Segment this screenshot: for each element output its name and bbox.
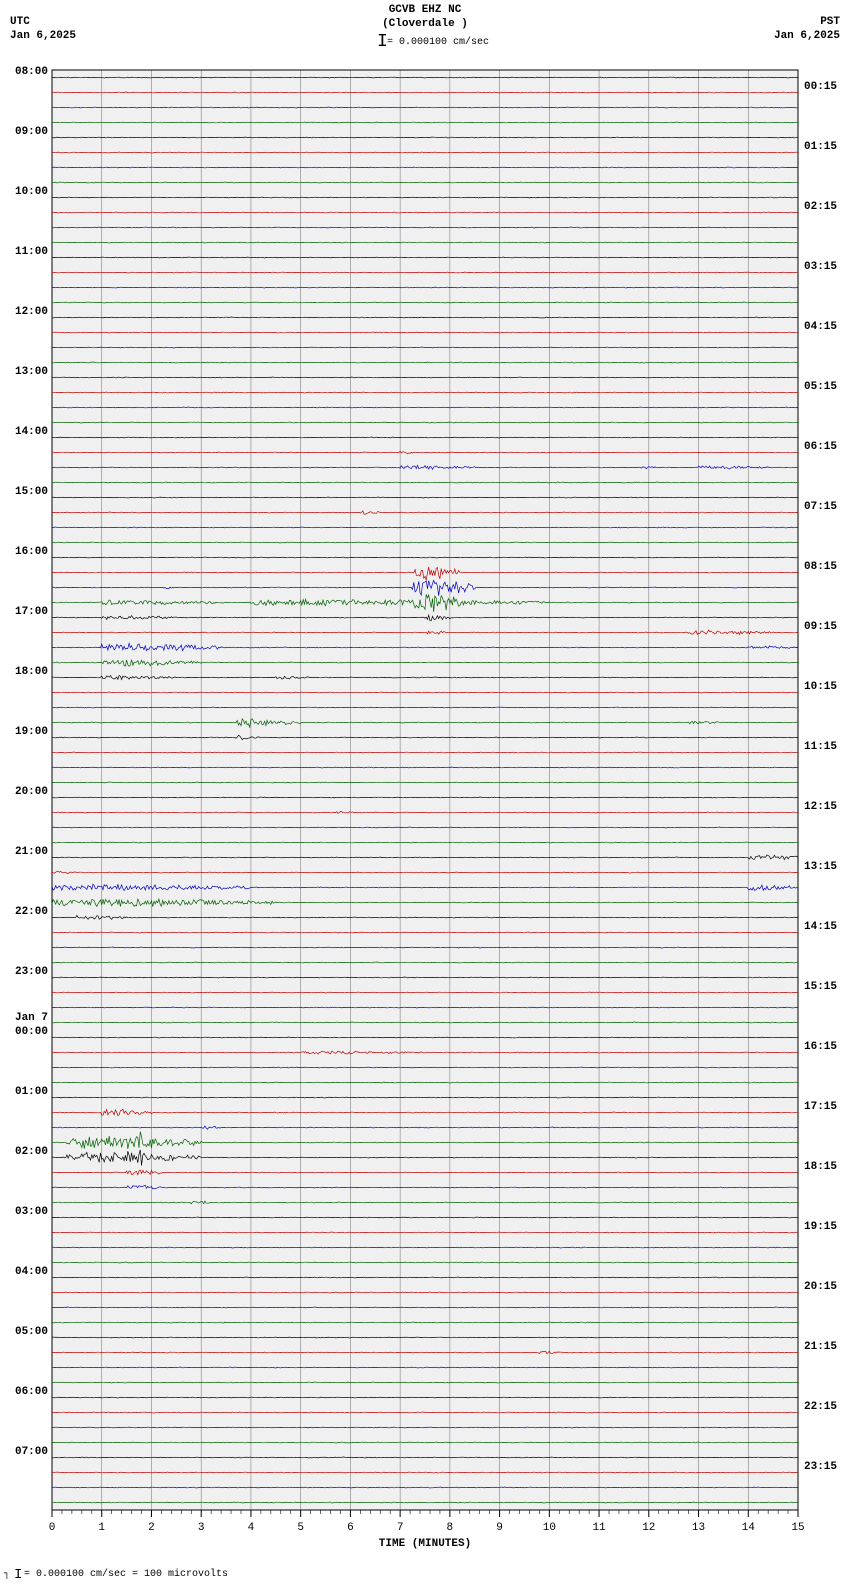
svg-text:20:15: 20:15 xyxy=(804,1281,837,1293)
svg-text:17:00: 17:00 xyxy=(15,606,48,618)
svg-text:17:15: 17:15 xyxy=(804,1101,837,1113)
svg-text:10: 10 xyxy=(543,1522,556,1534)
svg-text:11:00: 11:00 xyxy=(15,246,48,258)
svg-text:15: 15 xyxy=(791,1522,804,1534)
svg-text:7: 7 xyxy=(397,1522,404,1534)
seismogram-container: GCVB EHZ NC(Cloverdale )I= 0.000100 cm/s… xyxy=(0,0,850,1584)
svg-text:11: 11 xyxy=(592,1522,606,1534)
svg-text:23:15: 23:15 xyxy=(804,1461,837,1473)
svg-text:12:00: 12:00 xyxy=(15,306,48,318)
svg-text:22:15: 22:15 xyxy=(804,1401,837,1413)
svg-text:Jan 7: Jan 7 xyxy=(15,1012,48,1024)
svg-text:2: 2 xyxy=(148,1522,155,1534)
svg-text:01:15: 01:15 xyxy=(804,141,837,153)
svg-text:┐: ┐ xyxy=(4,1569,10,1580)
svg-text:9: 9 xyxy=(496,1522,503,1534)
svg-text:21:00: 21:00 xyxy=(15,846,48,858)
svg-text:14: 14 xyxy=(742,1522,756,1534)
svg-text:05:15: 05:15 xyxy=(804,381,837,393)
svg-text:14:15: 14:15 xyxy=(804,921,837,933)
svg-text:06:00: 06:00 xyxy=(15,1386,48,1398)
svg-text:13: 13 xyxy=(692,1522,705,1534)
svg-text:10:00: 10:00 xyxy=(15,186,48,198)
svg-text:8: 8 xyxy=(447,1522,454,1534)
svg-text:4: 4 xyxy=(248,1522,255,1534)
svg-text:= 0.000100 cm/sec: = 0.000100 cm/sec xyxy=(387,36,489,48)
svg-text:13:00: 13:00 xyxy=(15,366,48,378)
svg-text:PST: PST xyxy=(820,16,840,28)
svg-text:08:00: 08:00 xyxy=(15,66,48,78)
svg-text:6: 6 xyxy=(347,1522,354,1534)
svg-text:15:15: 15:15 xyxy=(804,981,837,993)
svg-text:22:00: 22:00 xyxy=(15,906,48,918)
svg-text:23:00: 23:00 xyxy=(15,966,48,978)
svg-text:1: 1 xyxy=(98,1522,105,1534)
svg-text:09:15: 09:15 xyxy=(804,621,837,633)
svg-text:16:00: 16:00 xyxy=(15,546,48,558)
svg-text:19:15: 19:15 xyxy=(804,1221,837,1233)
svg-text:21:15: 21:15 xyxy=(804,1341,837,1353)
svg-text:Jan 6,2025: Jan 6,2025 xyxy=(10,30,76,42)
svg-text:(Cloverdale ): (Cloverdale ) xyxy=(382,18,468,30)
svg-text:15:00: 15:00 xyxy=(15,486,48,498)
svg-text:02:15: 02:15 xyxy=(804,201,837,213)
svg-text:14:00: 14:00 xyxy=(15,426,48,438)
svg-text:00:15: 00:15 xyxy=(804,81,837,93)
svg-text:11:15: 11:15 xyxy=(804,741,837,753)
svg-text:04:00: 04:00 xyxy=(15,1266,48,1278)
svg-text:UTC: UTC xyxy=(10,16,30,28)
svg-text:13:15: 13:15 xyxy=(804,861,837,873)
svg-text:07:00: 07:00 xyxy=(15,1446,48,1458)
svg-text:18:00: 18:00 xyxy=(15,666,48,678)
svg-text:06:15: 06:15 xyxy=(804,441,837,453)
svg-text:01:00: 01:00 xyxy=(15,1086,48,1098)
svg-text:Jan 6,2025: Jan 6,2025 xyxy=(774,30,840,42)
svg-text:12:15: 12:15 xyxy=(804,801,837,813)
svg-text:20:00: 20:00 xyxy=(15,786,48,798)
svg-text:GCVB EHZ NC: GCVB EHZ NC xyxy=(389,4,462,16)
svg-text:3: 3 xyxy=(198,1522,205,1534)
svg-text:5: 5 xyxy=(297,1522,304,1534)
svg-text:07:15: 07:15 xyxy=(804,501,837,513)
svg-text:03:15: 03:15 xyxy=(804,261,837,273)
svg-text:09:00: 09:00 xyxy=(15,126,48,138)
svg-text:04:15: 04:15 xyxy=(804,321,837,333)
seismogram-plot: GCVB EHZ NC(Cloverdale )I= 0.000100 cm/s… xyxy=(0,0,850,1584)
svg-text:18:15: 18:15 xyxy=(804,1161,837,1173)
svg-text:19:00: 19:00 xyxy=(15,726,48,738)
svg-text:02:00: 02:00 xyxy=(15,1146,48,1158)
svg-text:I: I xyxy=(14,1567,22,1583)
svg-text:12: 12 xyxy=(642,1522,655,1534)
svg-text:08:15: 08:15 xyxy=(804,561,837,573)
svg-text:05:00: 05:00 xyxy=(15,1326,48,1338)
svg-text:10:15: 10:15 xyxy=(804,681,837,693)
svg-text:00:00: 00:00 xyxy=(15,1026,48,1038)
svg-text:= 0.000100 cm/sec = 100 mic: = 0.000100 cm/sec = 100 microvolts xyxy=(24,1568,228,1580)
svg-text:03:00: 03:00 xyxy=(15,1206,48,1218)
svg-text:TIME (MINUTES): TIME (MINUTES) xyxy=(379,1538,471,1550)
svg-text:0: 0 xyxy=(49,1522,56,1534)
svg-text:16:15: 16:15 xyxy=(804,1041,837,1053)
